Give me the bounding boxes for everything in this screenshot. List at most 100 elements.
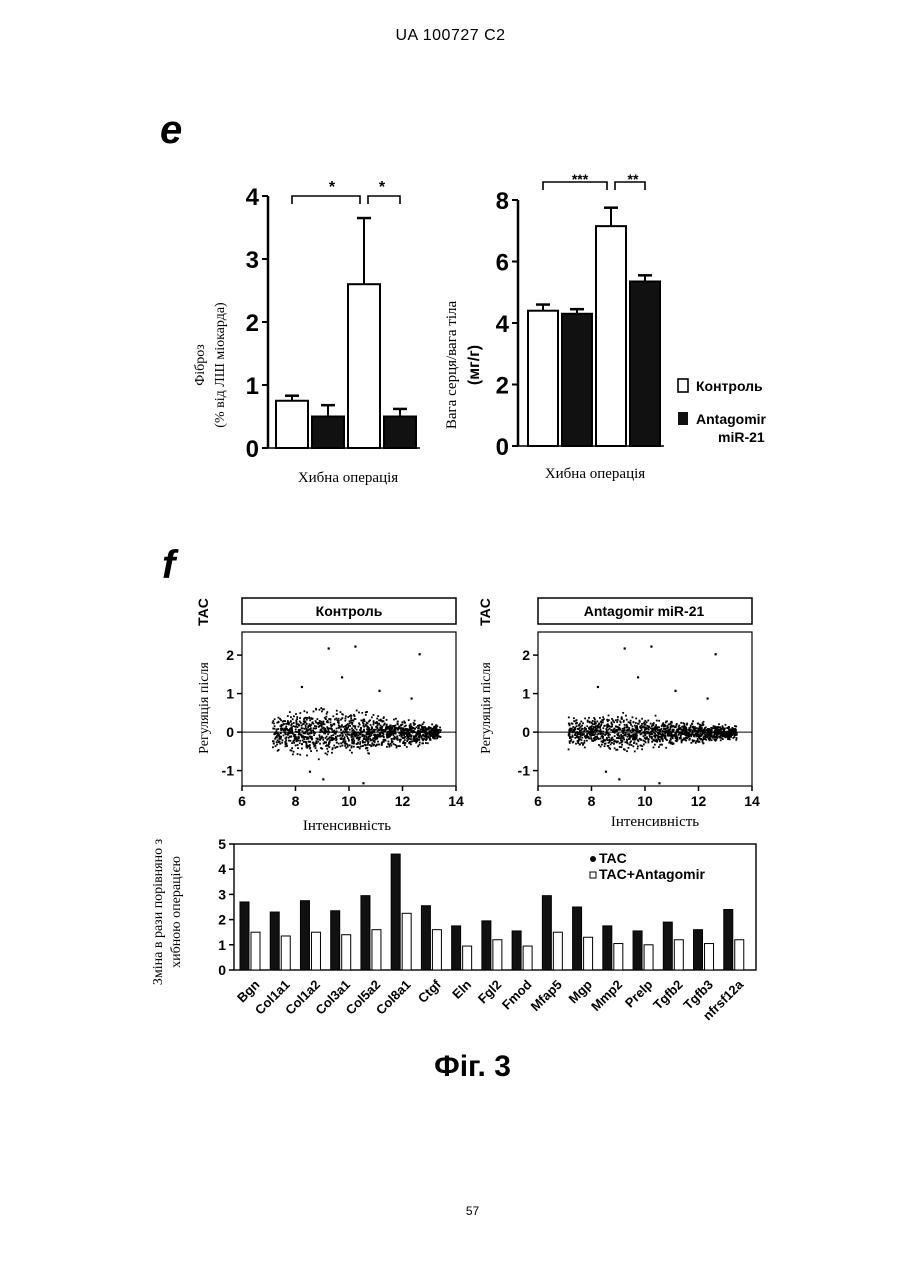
scatter-control-point [297,747,299,749]
fold-change-bar-tac-antagomir [644,945,653,970]
scatter-antagomir-point [601,744,603,746]
scatter-antagomir-point [648,742,650,744]
scatter-antagomir-point [667,727,669,729]
scatter-control-point [298,732,300,734]
scatter-antagomir-point [688,736,690,738]
scatter-control-point [303,710,305,712]
scatter-antagomir-point [584,747,586,749]
scatter-control-point [319,731,321,733]
scatter-control-point [298,737,300,739]
scatter-antagomir-point [701,730,703,732]
scatter-control-point [362,742,364,744]
scatter-antagomir-point [640,744,642,746]
scatter-antagomir-point [729,730,731,732]
scatter-antagomir-point [652,723,654,725]
scatter-antagomir-point [651,731,653,733]
scatter-control-point [346,724,348,726]
scatter-antagomir-point [627,729,629,731]
scatter-antagomir-point [647,738,649,740]
scatter-antagomir-point [578,728,580,730]
fibrosis-ylabel-line2: (% від ЛШ міокарда) [213,302,228,428]
scatter-antagomir-point [606,725,608,727]
scatter-control-point [377,730,379,732]
scatter-control-point [365,711,367,713]
scatter-antagomir-point [651,741,653,743]
scatter-control-point [336,728,338,730]
scatter-control-point [295,713,297,715]
scatter-antagomir-point [610,738,612,740]
scatter-antagomir-point [693,735,695,737]
scatter-control-point [377,723,379,725]
scatter-control-point [372,732,374,734]
scatter-control-point [298,734,300,736]
scatter-antagomir-point [582,728,584,730]
fibrosis-y-tick-label: 2 [246,310,259,337]
scatter-control-point [293,725,295,727]
scatter-control-point [299,729,301,731]
scatter-antagomir-point [625,715,627,717]
scatter-control-point [278,717,280,719]
scatter-antagomir-point [591,731,593,733]
fibrosis-bar [276,401,308,448]
fold-change-y-tick-label: 5 [218,836,226,852]
scatter-antagomir-point [732,734,734,736]
scatter-control-point [410,736,412,738]
scatter-control-point [354,734,356,736]
fold-change-bar-tac [391,854,400,970]
legend-tac-antagomir-label: TAC+Antagomir [599,866,705,882]
scatter-antagomir-point [637,676,639,678]
fibrosis-bar [384,417,416,449]
scatter-antagomir-point [646,725,648,727]
scatter-control-point [301,743,303,745]
scatter-control-point [285,732,287,734]
scatter-control-point [354,715,356,717]
scatter-antagomir-point [608,742,610,744]
scatter-antagomir-point [729,735,731,737]
scatter-control-point [395,718,397,720]
scatter-control-point [333,745,335,747]
scatter-control-point [306,728,308,730]
scatter-control-point [368,739,370,741]
scatter-control-point [399,741,401,743]
fold-change-category-label: Tgfb2 [650,977,686,1013]
scatter-antagomir-point [618,778,620,780]
scatter-control-point [349,729,351,731]
scatter-control-point [397,729,399,731]
scatter-antagomir-point [713,738,715,740]
scatter-control-point [372,745,374,747]
scatter-antagomir-point [577,742,579,744]
scatter-antagomir-point [576,719,578,721]
scatter-control-point [410,731,412,733]
scatter-control-point [395,725,397,727]
scatter-control-point [301,748,303,750]
scatter-control-point [292,718,294,720]
fold-change-bar-tac-antagomir [584,937,593,970]
scatter-control-point [380,732,382,734]
scatter-control-point [356,737,358,739]
scatter-control-point [351,727,353,729]
scatter-antagomir-point [586,725,588,727]
scatter-antagomir-point [710,727,712,729]
scatter-control-point [403,741,405,743]
scatter-control-point [353,746,355,748]
scatter-antagomir-point [617,716,619,718]
scatter-control-point [302,728,304,730]
scatter-control-point [398,732,400,734]
scatter-antagomir-point [647,731,649,733]
scatter-control-point [377,715,379,717]
scatter-control-point [373,724,375,726]
scatter-control-point [354,645,356,647]
scatter-control-point [292,753,294,755]
scatter-antagomir-point [655,715,657,717]
scatter-control-point [362,725,364,727]
scatter-antagomir-point [636,737,638,739]
scatter-control-point [371,716,373,718]
scatter-control-point [343,740,345,742]
scatter-antagomir-point [628,738,630,740]
scatter-antagomir-point [665,728,667,730]
fold-change-bar-tac-antagomir [281,936,290,970]
scatter-antagomir-point [569,728,571,730]
scatter-antagomir-point [664,733,666,735]
scatter-antagomir-point [718,723,720,725]
scatter-antagomir-point [637,739,639,741]
